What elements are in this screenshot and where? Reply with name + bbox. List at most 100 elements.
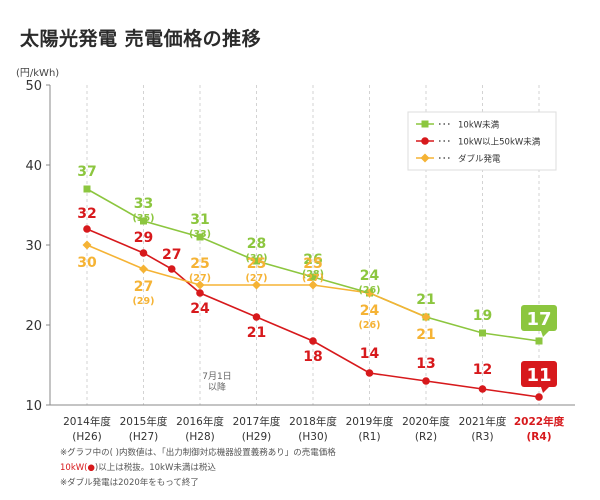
- data-label: 27: [162, 247, 181, 263]
- data-sublabel: (26): [359, 285, 381, 296]
- callout-pointer: [541, 387, 549, 393]
- point-circle: [365, 369, 374, 377]
- data-label: 21: [416, 292, 435, 308]
- point-diamond: [195, 280, 205, 290]
- series-line: [86, 228, 540, 398]
- y-tick-label: 20: [25, 319, 42, 334]
- callout-label: 17: [526, 309, 551, 330]
- x-tick-label-era: (H27): [129, 431, 158, 443]
- point-diamond: [308, 280, 318, 290]
- data-label: 37: [77, 164, 96, 180]
- data-label: 28: [247, 236, 266, 252]
- legend-label: 10kW未満: [458, 120, 500, 131]
- x-tick-label-era: (H28): [185, 431, 214, 443]
- point-circle: [167, 265, 176, 273]
- data-label: 14: [360, 346, 380, 362]
- legend-marker-circle: [421, 137, 429, 145]
- data-label: 13: [416, 356, 435, 372]
- annotation-line1: 7月1日: [202, 371, 231, 382]
- x-tick-label-year: 2022年度: [514, 415, 565, 428]
- data-label: 25: [303, 256, 322, 272]
- data-sublabel: (27): [302, 273, 324, 284]
- x-tick-label-year: 2021年度: [459, 415, 507, 428]
- x-tick-label-era: (R4): [527, 431, 552, 443]
- data-label: 21: [416, 327, 435, 343]
- x-tick-label-era: (R1): [358, 431, 380, 443]
- data-label: 29: [134, 230, 153, 246]
- legend-label: 10kW以上50kW未満: [458, 137, 541, 148]
- x-tick-label-year: 2019年度: [346, 415, 394, 428]
- data-sublabel: (29): [133, 296, 155, 307]
- x-tick-label-year: 2014年度: [63, 415, 111, 428]
- point-circle: [252, 313, 261, 321]
- point-circle: [309, 337, 317, 345]
- footnote-2-mark: ●: [87, 463, 95, 473]
- data-sublabel: (35): [133, 213, 155, 224]
- page-title: 太陽光発電 売電価格の推移: [20, 28, 262, 50]
- x-tick-label-year: 2016年度: [176, 415, 224, 428]
- legend-marker-square: [421, 120, 429, 128]
- x-tick-label-era: (H29): [242, 431, 271, 443]
- annotation-line2: 以降: [208, 381, 226, 393]
- data-label: 30: [77, 255, 97, 271]
- y-tick-label: 40: [25, 159, 42, 174]
- point-circle: [139, 249, 148, 257]
- data-sublabel: (28): [302, 269, 324, 280]
- point-diamond: [82, 240, 92, 250]
- x-tick-label-era: (H26): [72, 431, 101, 443]
- data-sublabel: (26): [359, 320, 381, 331]
- x-tick-label-era: (R3): [471, 431, 493, 443]
- data-label: 19: [473, 308, 492, 324]
- point-diamond: [365, 288, 374, 298]
- point-square: [309, 273, 317, 281]
- point-circle: [422, 377, 430, 385]
- point-square: [140, 217, 147, 225]
- x-tick-label-era: (R2): [415, 431, 437, 443]
- data-label: 27: [134, 279, 153, 295]
- x-tick-label-year: 2018年度: [289, 415, 337, 428]
- point-diamond: [139, 264, 148, 274]
- y-tick-label: 10: [25, 399, 42, 414]
- point-square: [253, 257, 260, 265]
- footnote-2-prefix: 10kW(: [60, 463, 88, 473]
- data-sublabel: (27): [246, 273, 268, 284]
- data-label: 32: [77, 206, 96, 222]
- y-tick-label: 50: [25, 79, 42, 94]
- x-tick-label-year: 2015年度: [120, 415, 168, 428]
- point-circle: [196, 289, 204, 297]
- callout-box: [521, 361, 557, 387]
- data-label: 33: [134, 196, 153, 212]
- data-label: 12: [473, 362, 492, 378]
- footnotes: ※グラフ中の( )内数値は、「出力制御対応機器設置義務あり」の売電価格 10kW…: [60, 446, 336, 491]
- data-label: 25: [190, 256, 209, 272]
- point-circle: [83, 225, 91, 233]
- data-label: 24: [360, 303, 380, 319]
- point-square: [196, 233, 204, 241]
- x-tick-label-era: (H30): [298, 431, 327, 443]
- callout-box: [521, 305, 557, 331]
- footnote-2-suffix: )以上は税抜。10kW未満は税込: [94, 463, 216, 473]
- data-label: 24: [190, 301, 210, 317]
- point-square: [479, 329, 486, 337]
- data-label: 21: [247, 325, 266, 341]
- data-label: 26: [303, 252, 322, 268]
- footnote-1: ※グラフ中の( )内数値は、「出力制御対応機器設置義務あり」の売電価格: [60, 448, 336, 458]
- data-label: 31: [190, 212, 209, 228]
- data-sublabel: (33): [189, 229, 211, 240]
- point-diamond: [421, 312, 431, 322]
- legend-label: ダブル発電: [458, 154, 501, 165]
- x-tick-label-year: 2020年度: [402, 415, 450, 428]
- legend-marker-diamond: [420, 153, 430, 163]
- point-diamond: [252, 280, 261, 290]
- y-axis-label: (円/kWh): [16, 68, 59, 79]
- point-square: [535, 337, 543, 345]
- data-label: 24: [360, 268, 380, 284]
- footnote-2: 10kW(●)以上は税抜。10kW未満は税込: [60, 461, 336, 476]
- data-sublabel: (30): [246, 253, 268, 264]
- data-sublabel: (27): [189, 273, 211, 284]
- callout-label: 11: [526, 365, 551, 386]
- data-label: 25: [247, 256, 266, 272]
- point-square: [83, 185, 91, 193]
- y-tick-label: 30: [25, 239, 42, 254]
- callout-pointer: [541, 331, 549, 337]
